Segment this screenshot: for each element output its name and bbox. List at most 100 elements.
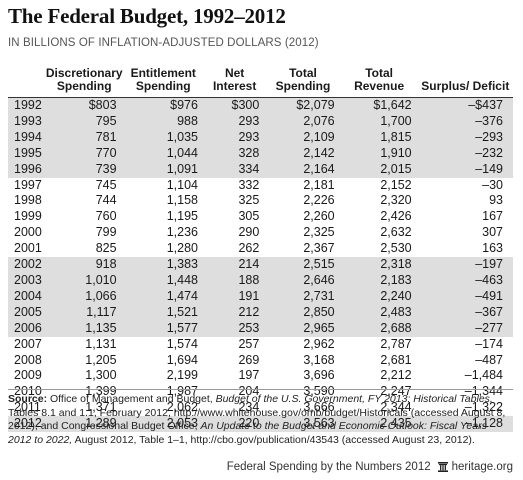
cell-net-interest: 293 [203,113,266,130]
cell-net-interest: 257 [238,336,260,351]
cell-total-spending: 3,696 [303,368,335,383]
source-note: Source: Office of Management and Budget,… [8,393,513,447]
cell-surplus-deficit: –1,344 [464,384,503,399]
cell-net-interest: 220 [203,416,266,433]
cell-year: 2004 [8,288,46,305]
cell-surplus-deficit: –491 [417,288,513,305]
cell-discretionary: 1,010 [45,272,123,289]
cell-net-interest: 328 [203,145,266,162]
cell-surplus-deficit: –376 [417,113,513,130]
cell-surplus-deficit: –174 [475,336,503,351]
cell-surplus-deficit: –463 [417,272,513,289]
cell-surplus-deficit: –$437 [417,97,513,114]
cell-total-revenue: $1,642 [340,97,418,114]
cell-total-spending: $2,079 [265,97,341,114]
cell-total-spending: 3,590 [303,384,335,399]
cell-net-interest: $300 [203,97,266,114]
column-header-year [8,54,46,98]
cell-total-spending: 3,168 [303,352,335,367]
cell-year: 1994 [8,129,46,146]
cell-surplus-deficit: 93 [489,193,503,208]
cell-discretionary: 745 [95,177,117,192]
cell-discretionary: 739 [45,161,123,178]
cell-total-revenue: 2,183 [340,272,418,289]
cell-discretionary: 1,300 [85,368,117,383]
cell-entitlement: 1,383 [122,257,204,273]
cell-year: 2009 [14,368,42,383]
cell-year: 1999 [14,209,42,224]
cell-total-spending: 2,850 [265,304,341,321]
cell-total-revenue: 2,530 [380,241,412,256]
source-label: Source: [8,393,48,405]
cell-entitlement: 1,987 [166,384,198,399]
cell-total-revenue: 1,815 [340,129,418,146]
table-row: 1994 781 1,035 293 2,109 1,815 –293 [8,129,513,146]
cell-entitlement: 2,053 [122,416,204,433]
cell-entitlement: 1,158 [166,193,198,208]
cell-entitlement: 1,091 [122,161,204,178]
cell-entitlement: 1,521 [122,304,204,321]
column-header-surplus-deficit: Surplus/ Deficit [417,54,513,98]
cell-discretionary: 795 [45,113,123,130]
cell-entitlement: 1,694 [166,352,198,367]
cell-year: 2011 [14,400,41,415]
cell-entitlement: $976 [122,97,204,114]
cell-net-interest: 325 [238,193,260,208]
page-title: The Federal Budget, 1992–2012 [8,4,286,28]
cell-total-spending: 2,076 [265,113,341,130]
cell-total-spending: 3,666 [303,400,335,415]
cell-surplus-deficit: 167 [482,209,503,224]
cell-total-spending: 2,965 [265,320,341,337]
source-title-1: Budget of the U.S. Government, FY 2013: … [215,393,493,405]
cell-total-spending: 2,646 [265,272,341,289]
cell-total-revenue: 2,240 [340,288,418,305]
cell-entitlement: 1,577 [122,320,204,337]
cell-surplus-deficit: –293 [417,129,513,146]
cell-total-revenue: 2,212 [380,368,412,383]
cell-total-spending: 2,962 [303,336,335,351]
cell-total-spending: 2,226 [303,193,335,208]
cell-total-revenue: 2,344 [380,400,412,415]
cell-net-interest: 214 [203,257,266,273]
source-text-3: August 2012, Table 1–1, http://cbo.gov/p… [72,433,475,446]
table-row: 1995 770 1,044 328 2,142 1,910 –232 [8,145,513,162]
cell-year: 2003 [8,272,46,289]
cell-total-revenue: 2,320 [380,193,412,208]
cell-discretionary: 760 [95,209,117,224]
source-text-2: Tables 8.1 and 1.1, February 2012, http:… [8,406,506,433]
cell-total-spending: 2,109 [265,129,341,146]
cell-total-spending: 2,515 [265,257,341,273]
cell-total-revenue: 2,681 [380,352,412,367]
heritage-bell-icon [437,461,449,473]
table-row: 1992 $803 $976 $300 $2,079 $1,642 –$437 [8,97,513,114]
cell-surplus-deficit: –367 [417,304,513,321]
cell-surplus-deficit: –1,484 [464,368,503,383]
cell-surplus-deficit: –277 [417,320,513,337]
cell-net-interest: 305 [238,209,260,224]
cell-discretionary: 1,371 [85,400,117,415]
table-body: 1992 $803 $976 $300 $2,079 $1,642 –$437 1993 795… [8,97,513,433]
table-row: 2012 1,289 2,053 220 3,563 2,435 –1,128 [8,416,513,433]
table-row: 2003 1,010 1,448 188 2,646 2,183 –463 [8,272,513,289]
cell-total-revenue: 2,152 [380,177,412,192]
cell-year: 2010 [14,384,42,399]
cell-discretionary: 1,117 [45,304,123,321]
cell-total-spending: 2,731 [265,288,341,305]
cell-discretionary: 1,289 [45,416,123,433]
cell-surplus-deficit: –232 [417,145,513,162]
cell-year: 2012 [8,416,46,433]
cell-entitlement: 2,062 [166,400,198,415]
cell-discretionary: 1,131 [85,336,117,351]
cell-surplus-deficit: 307 [482,225,503,240]
table-row: 2000 799 1,236 290 2,325 2,632 307 [8,225,513,241]
table-row: 2006 1,135 1,577 253 2,965 2,688 –277 [8,320,513,337]
column-header-total-spending: Total Spending [265,54,341,98]
cell-total-revenue: 2,483 [340,304,418,321]
cell-total-spending: 2,260 [303,209,335,224]
cell-year: 1997 [14,177,42,192]
cell-year: 2000 [14,225,42,240]
cell-year: 2005 [8,304,46,321]
cell-net-interest: 234 [238,400,260,415]
cell-surplus-deficit: –197 [417,257,513,273]
cell-total-revenue: 2,435 [340,416,418,433]
